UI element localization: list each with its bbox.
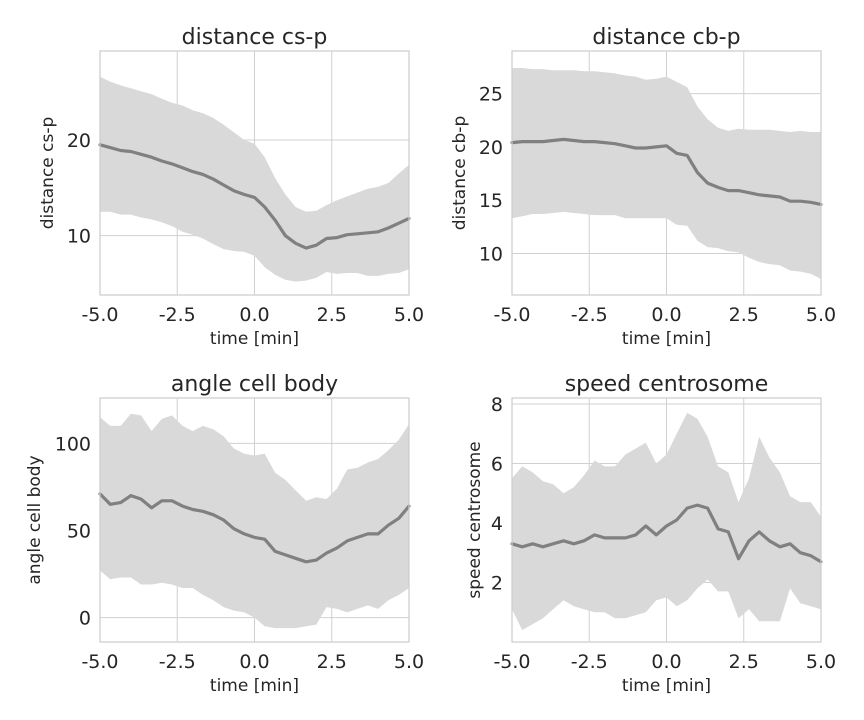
- x-tick-label: -2.5: [159, 651, 196, 673]
- y-axis-label: distance cb-p: [450, 116, 470, 231]
- mean-line: [510, 137, 823, 206]
- y-tick-label: 15: [479, 190, 503, 212]
- x-axis-label: time [min]: [622, 329, 711, 349]
- x-tick-label: -5.0: [81, 651, 118, 673]
- y-tick-label: 50: [67, 520, 91, 542]
- y-tick-label: 8: [491, 394, 503, 416]
- x-tick-label: -2.5: [571, 651, 608, 673]
- chart-title: distance cb-p: [592, 25, 740, 50]
- mean-line: [510, 503, 823, 564]
- x-axis-label: time [min]: [210, 676, 299, 696]
- mean-line: [98, 492, 411, 564]
- axes-frame: [99, 397, 410, 643]
- confidence-band: [100, 413, 409, 629]
- confidence-band: [512, 68, 821, 279]
- x-tick-label: 0.0: [239, 651, 269, 673]
- axes-frame: [511, 397, 822, 643]
- axes-frame: [511, 50, 822, 296]
- y-tick-label: 10: [479, 243, 503, 265]
- x-tick-label: 2.5: [317, 304, 347, 326]
- chart-title: speed centrosome: [565, 372, 769, 397]
- y-axis-label: speed centrosome: [465, 441, 485, 598]
- y-tick-label: 20: [479, 137, 503, 159]
- x-tick-label: 0.0: [651, 651, 681, 673]
- y-tick-label: 6: [491, 453, 503, 475]
- x-tick-label: 5.0: [806, 651, 836, 673]
- subplot-distance-cb-p: -5.0 -2.5 0.0 2.5 5.0 10 15 20 25 distance cb-p ti…: [450, 25, 836, 349]
- x-tick-label: 0.0: [239, 304, 269, 326]
- axes-frame: [99, 50, 410, 296]
- x-tick-label: -5.0: [81, 304, 118, 326]
- subplot-distance-cs-p: -5.0 -2.5 0.0 2.5 5.0 10 20 distance cs-p time […: [38, 25, 424, 349]
- x-axis-label: time [min]: [622, 676, 711, 696]
- x-tick-label: 2.5: [317, 651, 347, 673]
- y-tick-label: 100: [55, 433, 91, 455]
- x-tick-label: -5.0: [493, 651, 530, 673]
- y-tick-label: 0: [79, 608, 91, 630]
- y-tick-label: 4: [491, 513, 503, 535]
- subplot-speed-centrosome: -5.0 -2.5 0.0 2.5 5.0 2 4 6 8 speed centrosome tim…: [465, 372, 836, 696]
- x-tick-label: 5.0: [806, 304, 836, 326]
- x-tick-label: -2.5: [159, 304, 196, 326]
- y-tick-label: 10: [67, 226, 91, 248]
- chart-title: angle cell body: [171, 372, 338, 397]
- x-tick-label: 2.5: [729, 651, 759, 673]
- y-axis-label: distance cs-p: [38, 117, 58, 230]
- x-tick-label: 2.5: [729, 304, 759, 326]
- x-tick-label: 0.0: [651, 304, 681, 326]
- confidence-band: [100, 76, 409, 282]
- y-tick-label: 20: [67, 130, 91, 152]
- y-axis-label: angle cell body: [25, 455, 45, 584]
- y-tick-label: 2: [491, 572, 503, 594]
- x-tick-label: -2.5: [571, 304, 608, 326]
- confidence-band: [512, 412, 821, 631]
- chart-title: distance cs-p: [182, 25, 328, 50]
- x-tick-label: 5.0: [394, 651, 424, 673]
- x-tick-label: 5.0: [394, 304, 424, 326]
- mean-line: [98, 143, 411, 250]
- x-tick-label: -5.0: [493, 304, 530, 326]
- y-tick-label: 25: [479, 84, 503, 106]
- x-axis-label: time [min]: [210, 329, 299, 349]
- subplot-angle-cell-body: -5.0 -2.5 0.0 2.5 5.0 0 50 100 angle cell body ti…: [25, 372, 424, 696]
